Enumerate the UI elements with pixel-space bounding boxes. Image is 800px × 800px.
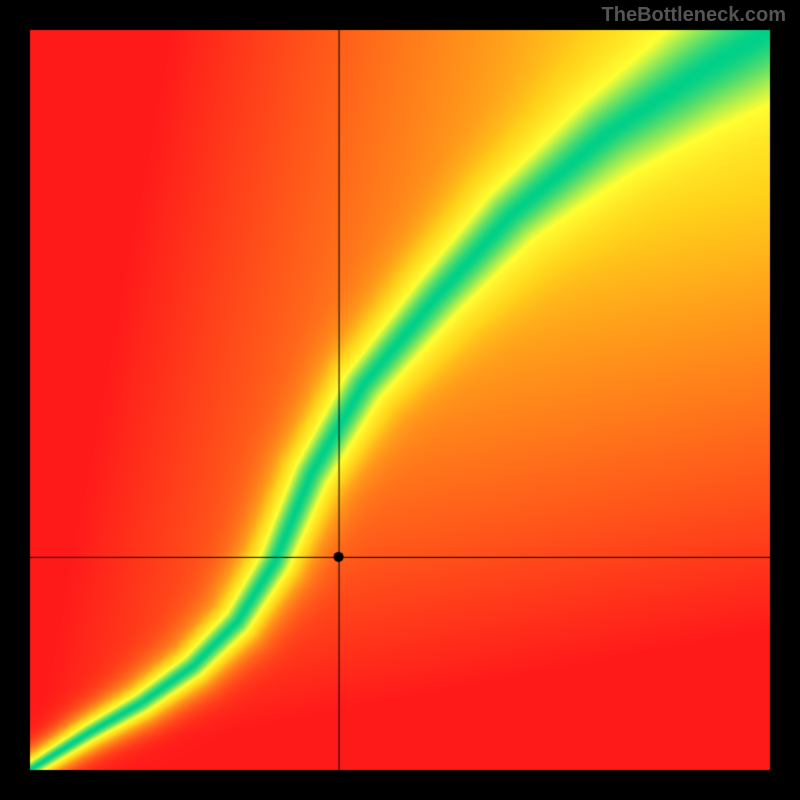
chart-container: TheBottleneck.com (0, 0, 800, 800)
watermark-label: TheBottleneck.com (602, 4, 786, 27)
heatmap-canvas (0, 0, 800, 800)
